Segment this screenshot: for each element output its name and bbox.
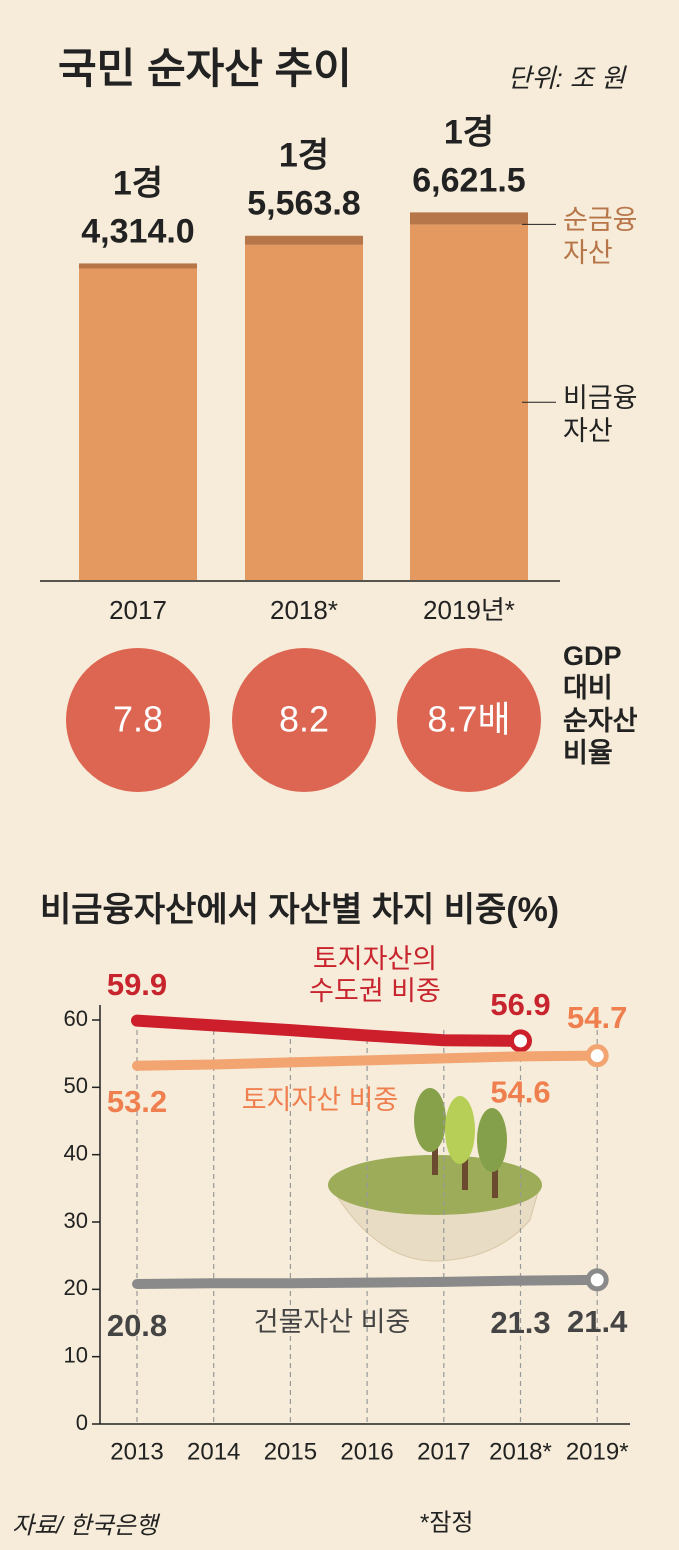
- gdp-ratio-title: GDP 대비 순자산 비율: [563, 641, 638, 769]
- x-tick-label: 2013: [110, 1438, 163, 1465]
- x-tick-label: 2018*: [489, 1438, 552, 1465]
- unit-label: 단위: 조 원: [508, 63, 627, 93]
- page-title: 국민 순자산 추이: [58, 45, 352, 92]
- x-tick-label: 2019*: [566, 1438, 629, 1465]
- value-label: 53.2: [107, 1084, 167, 1119]
- value-label: 59.9: [107, 967, 167, 1002]
- legend-label: 비금융 자산: [563, 383, 638, 446]
- total-label-line: 1경: [444, 113, 494, 151]
- gdp-ratio-label: 7.8: [113, 699, 163, 740]
- line-chart-title: 비금융자산에서 자산별 차지 비중(%): [40, 891, 559, 929]
- y-tick-label: 0: [76, 1410, 88, 1435]
- y-tick-label: 20: [64, 1275, 88, 1300]
- series-label: 토지자산 비중: [241, 1085, 399, 1115]
- series-label: 건물자산 비중: [253, 1307, 411, 1337]
- y-tick-label: 40: [64, 1140, 88, 1165]
- total-label: 1경 4,314.0: [81, 164, 194, 250]
- value-label: 54.6: [490, 1075, 550, 1110]
- gdp-ratio-circle: [397, 648, 541, 792]
- total-label: 1경 6,621.5: [412, 113, 525, 199]
- y-tick-label: 50: [64, 1073, 88, 1098]
- total-label-line: 1경: [113, 164, 163, 202]
- bar-segment: [245, 244, 363, 580]
- x-tick-label: 2016: [340, 1438, 393, 1465]
- x-tick-label: 2017: [417, 1438, 470, 1465]
- island-illustration: [328, 1088, 542, 1262]
- x-tick-label: 2019년*: [423, 595, 515, 625]
- footnote: *잠정: [420, 1509, 474, 1536]
- x-tick-label: 2015: [264, 1438, 317, 1465]
- x-tick-label: 2017: [109, 595, 167, 625]
- series-line: [132, 1050, 603, 1071]
- value-label: 20.8: [107, 1308, 167, 1343]
- gdp-ratio-circle: [232, 648, 376, 792]
- bar-segment: [79, 263, 197, 269]
- total-label: 1경 5,563.8: [247, 137, 360, 223]
- y-tick-label: 60: [64, 1006, 88, 1031]
- gdp-ratio-label: 8.7배: [427, 699, 510, 740]
- end-marker: [509, 1029, 532, 1053]
- series-line: [132, 1274, 603, 1289]
- bar-segment: [245, 235, 363, 245]
- value-label: 54.7: [567, 1000, 627, 1035]
- x-tick-label: 2018*: [270, 595, 338, 625]
- total-label-line: 4,314.0: [81, 212, 194, 250]
- value-label: 56.9: [490, 987, 550, 1022]
- value-label: 21.4: [567, 1304, 628, 1339]
- y-tick-label: 30: [64, 1208, 88, 1233]
- bar-segment: [410, 212, 528, 225]
- value-label: 21.3: [490, 1305, 550, 1340]
- source: 자료/ 한국은행: [12, 1512, 161, 1539]
- gdp-ratio-circle: [66, 648, 210, 792]
- x-tick-label: 2014: [187, 1438, 240, 1465]
- bar-segment: [79, 268, 197, 580]
- total-label-line: 5,563.8: [247, 185, 360, 223]
- bar-segment: [410, 224, 528, 580]
- end-marker: [585, 1268, 609, 1292]
- series-line: [131, 1014, 527, 1047]
- gdp-ratio-label: 8.2: [279, 699, 329, 740]
- y-tick-label: 10: [64, 1342, 88, 1367]
- end-marker: [585, 1044, 609, 1068]
- total-label-line: 6,621.5: [412, 161, 525, 199]
- total-label-line: 1경: [279, 137, 329, 175]
- series-label: 토지자산의 수도권 비중: [309, 944, 441, 1007]
- legend-label: 순금융 자산: [563, 205, 638, 268]
